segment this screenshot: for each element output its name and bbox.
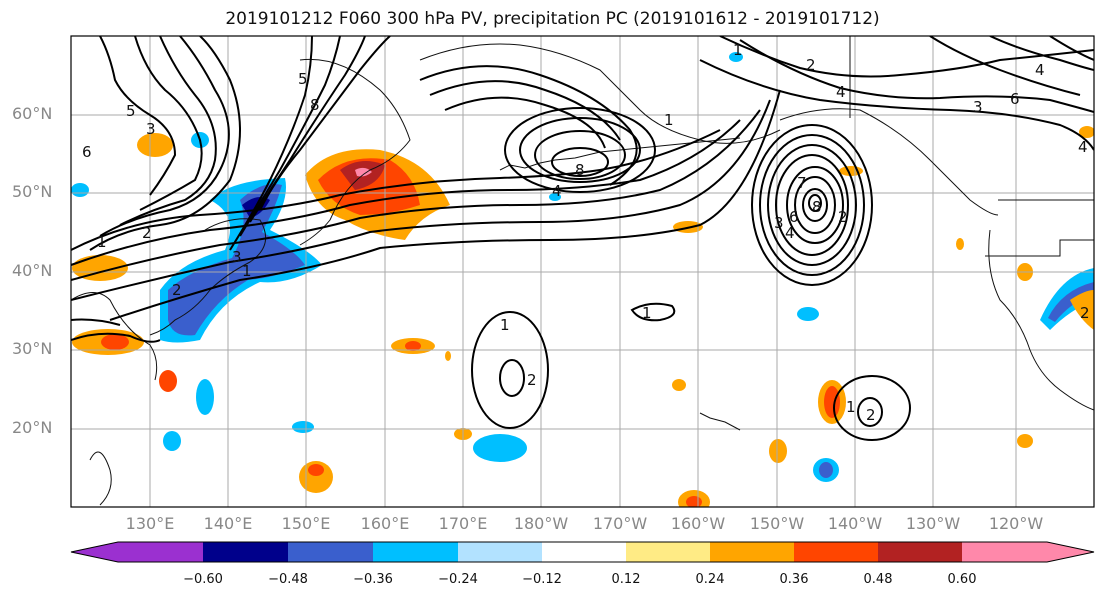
lat-label: 30°N [12,339,53,358]
contour-label: 1 [642,304,652,322]
contour-label: 3 [973,98,983,116]
contour-label: 1 [846,398,856,416]
colorbar-segment [962,542,1047,562]
lon-label: 170°W [592,514,648,533]
contour-label: 6 [789,208,799,226]
lon-label: 130°W [905,514,961,533]
contour-label: 4 [1035,61,1045,79]
contour-label: 4 [552,182,562,200]
lon-label: 160°W [670,514,726,533]
contour-label: 2 [806,56,816,74]
contour-label: 3 [774,214,784,232]
lon-label: 170°E [438,514,488,533]
colorbar-tick-label: −0.12 [522,572,562,587]
colorbar-tick-label: −0.48 [268,572,308,587]
contour-label: 1 [733,41,743,59]
lon-label: 120°W [988,514,1044,533]
contour-label: 1 [242,262,252,280]
colorbar-segment [710,542,794,562]
lon-label: 150°E [281,514,331,533]
contour-label: 2 [172,281,182,299]
pv-contours [71,36,1094,441]
colorbar-tick-label: 0.48 [863,572,893,587]
colorbar-segment [794,542,878,562]
map-title: 2019101212 F060 300 hPa PV, precipitatio… [225,9,880,29]
contour-label: 2 [142,224,152,242]
colorbar-segment [458,542,542,562]
colorbar-tick-label: 0.60 [947,572,977,587]
lat-label: 20°N [12,418,53,437]
contour-label: 7 [797,174,807,192]
map-gridlines [71,36,1094,507]
contour-label: 8 [812,198,822,216]
precip-negative-core [168,184,305,336]
colorbar-segment [118,542,203,562]
colorbar [70,541,1095,563]
contour-label: 1 [97,233,107,251]
colorbar-segment [288,542,373,562]
country-boundaries [849,36,1094,257]
contour-label: 5 [298,70,308,88]
contour-label: 2 [1080,304,1090,322]
colorbar-tick-label: −0.24 [438,572,478,587]
colorbar-segment [373,542,458,562]
precip-positive-max [355,167,372,177]
contour-label: 6 [1010,90,1020,108]
contour-label: 4 [1078,138,1088,156]
colorbar-tick-label: −0.60 [183,572,223,587]
contour-label: 2 [838,208,848,226]
colorbar-over-triangle [1047,542,1094,562]
contour-label: 3 [146,120,156,138]
lon-label: 140°W [827,514,883,533]
contour-label: 1 [664,111,674,129]
colorbar-segment [626,542,710,562]
colorbar-segment [203,542,288,562]
lon-label: 140°E [203,514,253,533]
lat-label: 50°N [12,182,53,201]
lon-label: 130°E [125,514,175,533]
contour-label: 8 [575,161,585,179]
map-frame [70,35,1095,508]
contour-label: 3 [232,248,242,266]
colorbar-segment [878,542,962,562]
contour-label: 8 [310,96,320,114]
contour-label: 5 [126,102,136,120]
contour-label: 2 [527,371,537,389]
contour-label: 6 [82,143,92,161]
colorbar-tick-label: 0.12 [611,572,641,587]
contour-label: 2 [866,406,876,424]
pv-contour-labels: 1 2 2 3 5 6 5 8 1 3 8 4 1 2 4 7 8 6 3 4 … [82,41,1090,424]
colorbar-segment [542,542,626,562]
coastlines [71,43,1094,506]
lon-label: 160°E [360,514,410,533]
lat-label: 40°N [12,261,53,280]
colorbar-tick-label: 0.24 [695,572,725,587]
colorbar-tick-label: −0.36 [353,572,393,587]
contour-label: 4 [836,83,846,101]
contour-label: 1 [500,316,510,334]
lon-label: 180°W [513,514,569,533]
lon-label: 150°W [749,514,805,533]
contour-label: 4 [785,224,795,242]
colorbar-under-triangle [71,542,118,562]
lat-label: 60°N [12,104,53,123]
colorbar-tick-label: 0.36 [779,572,809,587]
